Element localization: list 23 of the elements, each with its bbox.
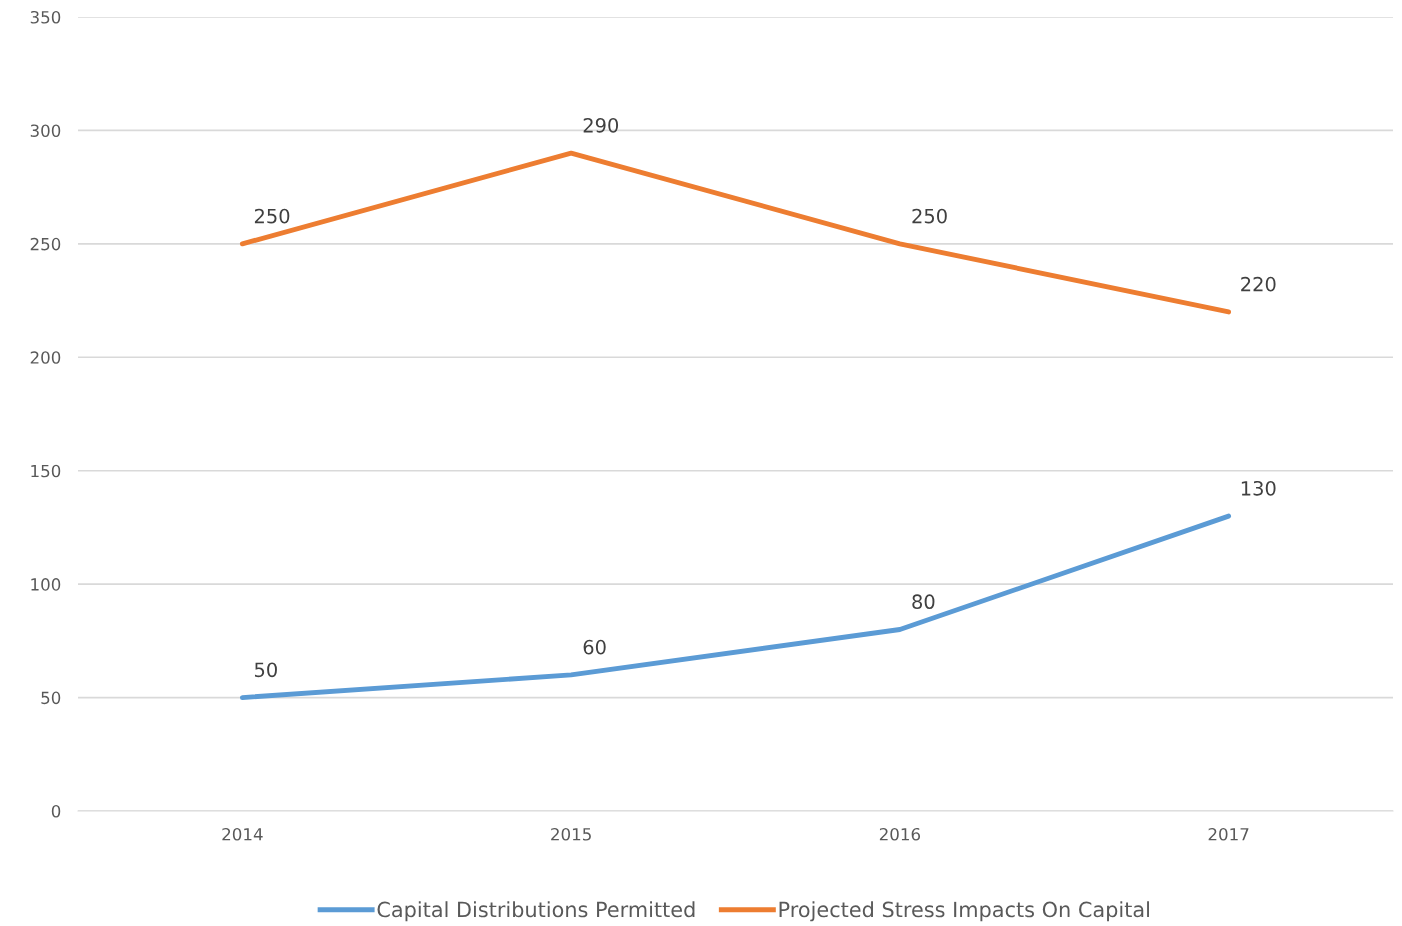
legend-label: Capital Distributions Permitted bbox=[377, 901, 695, 922]
data-label: 60 bbox=[583, 639, 606, 655]
y-tick-label: 150 bbox=[31, 464, 61, 478]
y-tick-label: 50 bbox=[41, 691, 61, 705]
x-tick-label: 2017 bbox=[1208, 827, 1249, 841]
x-tick-label: 2014 bbox=[222, 827, 263, 841]
x-tick-label: 2015 bbox=[551, 827, 591, 841]
y-tick-label: 300 bbox=[30, 124, 61, 137]
x-tick-label: 2016 bbox=[879, 827, 921, 841]
y-tick-label: 0 bbox=[51, 804, 61, 818]
data-label: 250 bbox=[254, 208, 290, 224]
data-label: 290 bbox=[583, 117, 619, 133]
y-tick-label: 350 bbox=[30, 10, 61, 24]
legend-label: Projected Stress Impacts On Capital bbox=[779, 901, 1149, 922]
data-label: 130 bbox=[1241, 480, 1276, 496]
y-tick-label: 100 bbox=[31, 578, 61, 591]
y-tick-label: 250 bbox=[30, 237, 61, 251]
data-label: 50 bbox=[254, 662, 277, 678]
data-label: 80 bbox=[912, 594, 935, 610]
data-label: 220 bbox=[1241, 276, 1276, 292]
data-label: 250 bbox=[912, 208, 947, 224]
line-series bbox=[239, 513, 1232, 700]
y-tick-label: 200 bbox=[30, 351, 61, 364]
